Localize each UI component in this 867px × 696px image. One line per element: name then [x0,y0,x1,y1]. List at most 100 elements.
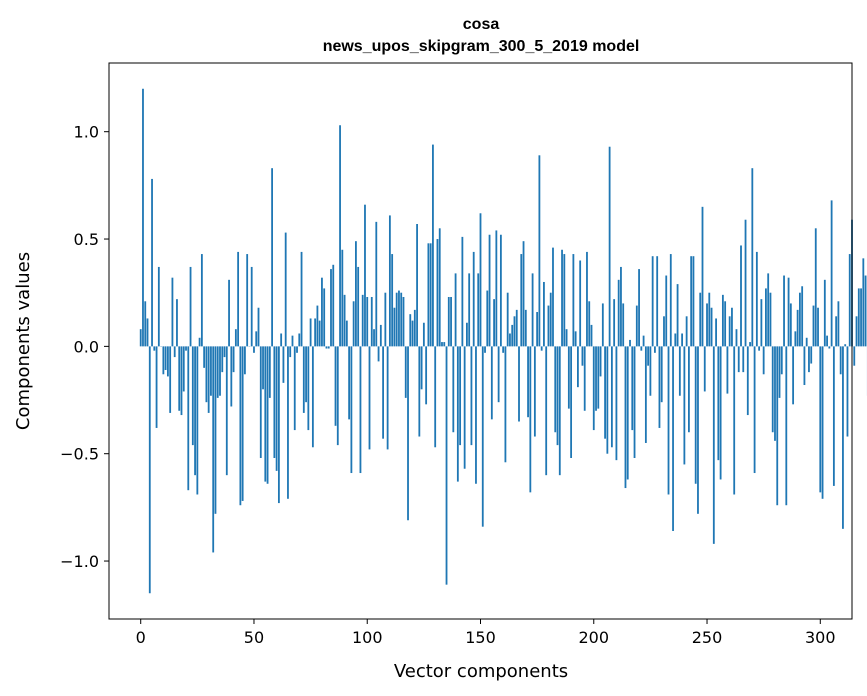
bar-component-69 [296,346,298,353]
bar-component-82 [325,346,328,349]
bar-component-52 [257,307,260,347]
bar-component-301 [821,346,824,499]
bar-component-247 [699,292,702,347]
bar-component-227 [654,346,656,353]
bar-component-37 [223,346,226,358]
bar-component-7 [155,346,158,428]
bar-component-111 [391,254,394,347]
bar-component-316 [855,316,858,347]
bar-component-15 [173,346,176,358]
bar-component-93 [350,346,353,474]
bar-component-168 [520,254,523,347]
bar-component-84 [330,269,332,347]
bar-component-58 [271,168,273,347]
bar-component-189 [567,346,570,409]
x-tick-label: 250 [692,628,723,647]
bar-component-153 [486,290,489,347]
bar-component-39 [228,279,230,347]
bar-component-108 [384,292,387,347]
bar-component-190 [570,346,573,458]
x-axis-label: Vector components [394,661,568,682]
bar-component-303 [826,335,828,347]
bar-component-176 [538,155,541,347]
bar-component-155 [490,346,493,420]
bar-component-272 [755,251,758,347]
bar-component-59 [273,346,276,458]
bar-component-20 [185,346,187,351]
bar-component-286 [787,277,790,347]
bar-component-207 [608,146,611,347]
bar-component-76 [311,346,314,448]
bar-component-231 [663,316,665,347]
bar-component-74 [307,346,310,431]
bar-component-181 [549,292,552,347]
bar-component-116 [402,296,405,347]
bar-component-197 [586,251,588,347]
y-tick-label: −0.5 [60,445,99,464]
bar-component-318 [860,288,862,347]
bar-component-2 [144,301,147,347]
bar-component-209 [613,299,616,347]
bar-component-42 [234,329,237,347]
bar-component-89 [341,249,344,347]
bar-component-87 [336,346,339,446]
bar-component-223 [644,346,647,443]
bar-component-193 [577,346,579,388]
bar-component-172 [529,346,532,493]
bar-component-260 [728,316,731,347]
bar-component-34 [216,346,219,398]
bar-component-152 [484,346,486,353]
bar-component-80 [321,277,323,347]
bar-component-90 [343,294,346,347]
bar-component-266 [742,346,745,373]
bar-component-119 [409,314,412,347]
x-tick-label: 0 [136,628,146,647]
bar-component-276 [765,288,767,347]
bar-component-100 [366,296,369,347]
bar-component-27 [200,254,203,347]
bar-component-43 [237,251,240,347]
bar-component-288 [792,346,795,405]
bar-component-164 [511,324,514,347]
bar-component-282 [778,346,781,398]
bar-component-270 [751,168,754,347]
bar-component-24 [194,346,196,476]
bar-component-278 [769,292,772,347]
bar-component-44 [239,346,242,506]
bar-component-12 [166,346,169,377]
bar-component-53 [259,346,262,458]
bar-component-226 [651,256,654,347]
bar-series [139,88,867,594]
bar-component-45 [241,346,244,501]
bar-component-72 [302,346,305,413]
bar-component-126 [425,346,428,405]
bar-component-86 [334,346,337,426]
bar-component-262 [733,346,736,495]
bar-component-208 [610,346,613,448]
bar-component-188 [565,329,568,347]
bar-component-224 [647,346,650,366]
y-tick-label: −1.0 [60,552,99,571]
bar-component-268 [746,346,749,416]
bar-component-283 [780,346,783,375]
bar-component-312 [846,346,849,437]
bar-component-128 [429,243,432,347]
bar-component-254 [715,318,717,347]
bar-component-250 [706,303,708,347]
bar-component-219 [635,305,638,347]
bar-component-304 [828,346,831,349]
bar-component-77 [314,318,317,347]
bar-component-8 [157,266,160,347]
bar-component-139 [454,273,457,347]
bar-component-251 [708,292,711,347]
bar-component-79 [318,320,321,347]
bar-component-54 [262,346,264,390]
bar-component-245 [694,346,697,484]
bar-component-61 [277,346,280,504]
bar-component-183 [554,346,557,433]
bar-component-131 [436,239,439,347]
bar-component-6 [153,346,156,351]
bar-component-305 [830,200,833,347]
bar-component-129 [432,144,434,347]
bar-component-230 [660,346,663,403]
